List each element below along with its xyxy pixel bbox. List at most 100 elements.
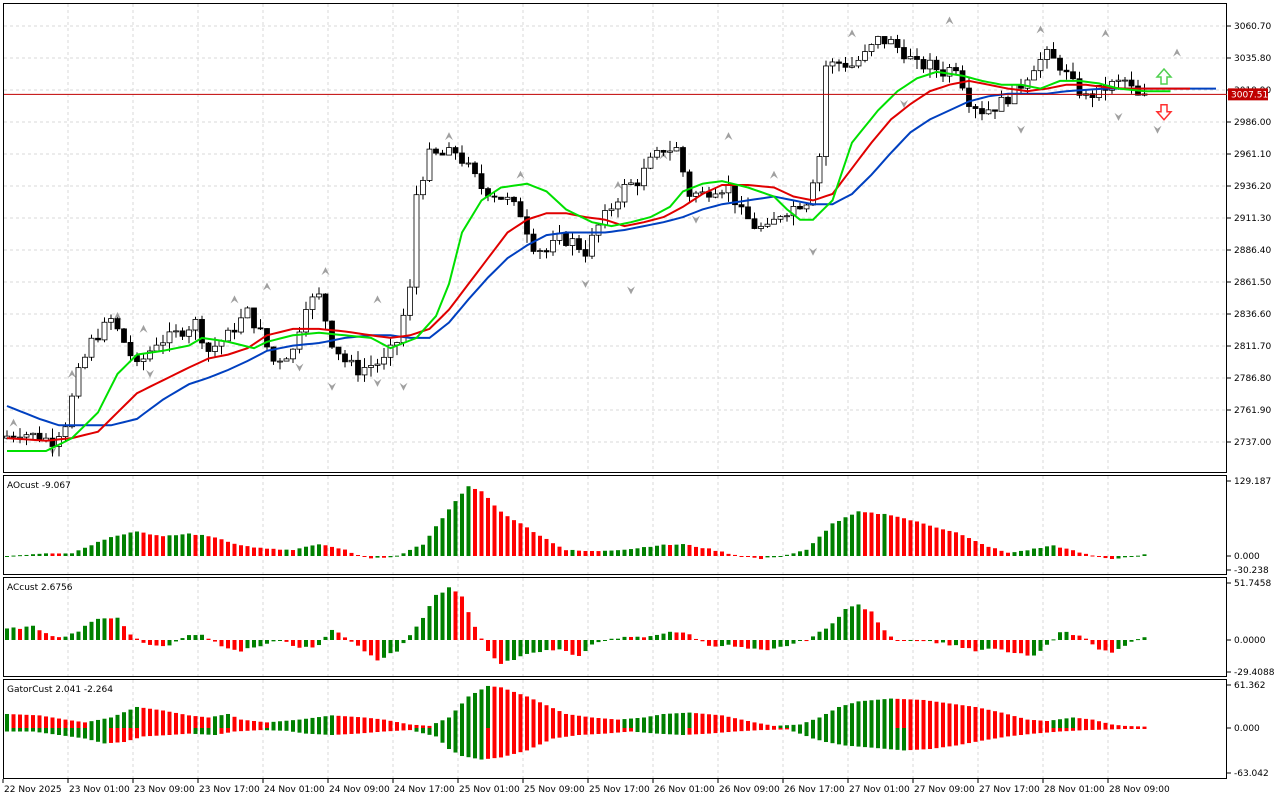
candle-body (862, 51, 868, 61)
ao-bar (570, 549, 575, 556)
ac-bar (11, 627, 16, 640)
gator-down-bar (1084, 728, 1088, 731)
ac-bar (765, 640, 770, 651)
gator-down-bar (648, 728, 653, 734)
ac-bar (785, 640, 789, 647)
gator-up-bar (453, 710, 458, 728)
ac-bar (1071, 635, 1075, 640)
ac-bar (284, 640, 289, 642)
gator-down-bar (388, 728, 393, 732)
ao-bar (817, 536, 822, 556)
gator-up-bar (902, 699, 906, 728)
candle-body (504, 196, 511, 200)
fractal-up-icon (770, 170, 778, 179)
ao-bar (11, 555, 16, 557)
ac-bar (1058, 632, 1062, 640)
candle-body (868, 44, 875, 52)
ao-bar (167, 535, 172, 556)
ac-bar (460, 596, 464, 640)
candle-body (992, 109, 998, 112)
gator-up-bar (213, 716, 217, 728)
candle-body (1089, 93, 1096, 98)
gator-down-bar (1038, 728, 1043, 734)
ac-bar (1123, 640, 1127, 646)
ac-bar (206, 638, 211, 640)
candle-body (368, 365, 374, 368)
ao-bar (180, 534, 185, 556)
candle-body (374, 363, 381, 366)
ao-bar (603, 550, 607, 556)
gator-up-bar (934, 701, 939, 728)
candle-body (615, 201, 621, 210)
ao-bar (1090, 555, 1095, 557)
gator-up-bar (1012, 716, 1017, 728)
ac-bar (648, 636, 653, 640)
ao-bar (310, 545, 315, 556)
gator-down-bar (1136, 728, 1140, 729)
ao-bar (1077, 552, 1082, 556)
candle-body (998, 96, 1005, 112)
ao-bar (941, 529, 945, 556)
gator-up-bar (37, 715, 42, 728)
candle-body (641, 167, 647, 187)
candle-body (465, 162, 472, 165)
price-tick-label: 2861.50 (1234, 278, 1271, 288)
ac-bar (63, 636, 68, 640)
candle-body (56, 436, 62, 447)
candle-body (810, 182, 816, 206)
gator-up-bar (642, 717, 646, 728)
fractal-down-icon (1153, 125, 1162, 134)
ao-bar (1097, 556, 1101, 557)
ao-bar (739, 556, 744, 557)
ac-bar (661, 633, 666, 640)
down-arrow-icon (1155, 103, 1173, 121)
gator-up-bar (726, 716, 731, 728)
gator-up-bar (486, 685, 490, 728)
gator-up-bar (174, 712, 178, 728)
candle-body (491, 195, 498, 198)
ac-bar (317, 640, 321, 646)
gator-panel-frame (3, 679, 1227, 779)
gator-up-bar (1032, 720, 1036, 728)
ao-bar (356, 555, 360, 557)
ao-bar (700, 548, 705, 556)
gator-down-bar (655, 728, 659, 734)
gator-down-bar (869, 728, 874, 748)
ac-bar (226, 640, 230, 649)
gator-down-bar (811, 728, 815, 739)
gator-down-bar (200, 728, 204, 735)
candle-body (166, 331, 173, 344)
gator-down-bar (518, 728, 523, 753)
candle-body (88, 337, 95, 358)
candle-body (82, 356, 88, 369)
ao-bar (759, 556, 763, 560)
fractal-up-icon (848, 29, 856, 38)
gator-down-bar (1077, 728, 1082, 731)
gator-up-bar (889, 698, 893, 728)
ao-bar (434, 526, 438, 556)
gator-up-bar (700, 713, 705, 728)
ao-bar (830, 523, 835, 556)
ac-bar (304, 640, 308, 647)
time-tick-label: 23 Nov 17:00 (199, 785, 260, 795)
ao-bar (187, 533, 191, 556)
gator-down-bar (856, 728, 861, 747)
gator-down-bar (492, 728, 497, 759)
ao-bar (733, 554, 737, 556)
ac-bar (395, 640, 399, 652)
gator-up-bar (590, 717, 594, 728)
gator-down-bar (733, 728, 737, 732)
gator-up-bar (349, 716, 354, 728)
candle-body (1122, 79, 1128, 82)
candle-body (179, 330, 186, 337)
gator-down-bar (24, 728, 29, 732)
gator-up-bar (746, 720, 750, 728)
ao-bar (850, 514, 854, 556)
candle-body (758, 225, 764, 229)
gator-down-bar (70, 728, 74, 737)
gator-down-bar (876, 728, 880, 749)
ao-bar (1051, 545, 1056, 556)
ac-bar (369, 640, 373, 656)
candle-body (244, 307, 251, 319)
ao-bar (1006, 552, 1010, 556)
